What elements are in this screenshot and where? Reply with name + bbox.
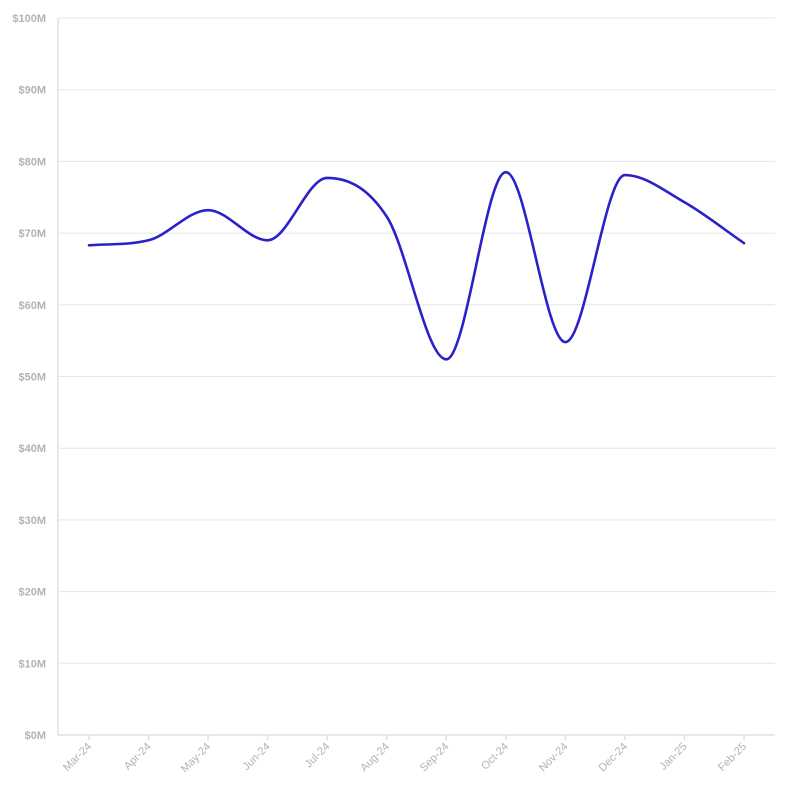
y-tick-label: $40M — [18, 443, 46, 455]
y-tick-label: $20M — [18, 587, 46, 599]
series-lines — [87, 170, 746, 361]
x-tick-label: Apr-24 — [122, 741, 154, 773]
x-tick-label: Jan-25 — [657, 741, 689, 773]
y-tick-label: $80M — [18, 156, 46, 168]
y-tick-label: $30M — [18, 515, 46, 527]
grid-lines — [58, 17, 775, 664]
y-tick-label: $10M — [18, 658, 46, 670]
y-tick-label: $50M — [18, 372, 46, 384]
x-tick-label: May-24 — [179, 741, 213, 775]
x-tick-label: Sep-24 — [418, 741, 452, 775]
x-tick-label: Jun-24 — [240, 741, 272, 773]
y-tick-label: $70M — [18, 228, 46, 240]
x-tick-label: Jul-24 — [303, 741, 333, 771]
y-tick-label: $0M — [25, 730, 46, 742]
x-tick-label: Dec-24 — [597, 741, 631, 775]
y-tick-label: $90M — [18, 85, 46, 97]
x-tick-label: Oct-24 — [479, 741, 511, 773]
axes — [57, 18, 775, 740]
y-axis-tick-labels: $0M $10M $20M $30M $40M $50M $60M $70M $80M $90M $… — [12, 13, 46, 742]
x-tick-label: Aug-24 — [358, 741, 392, 775]
x-tick-label: Feb-25 — [716, 741, 749, 774]
series-line-0 — [87, 170, 746, 361]
y-tick-label: $100M — [12, 13, 46, 25]
x-axis-tick-labels: Mar-24 Apr-24 May-24 Jun-24 Jul-24 Aug-24 Sep-… — [61, 741, 749, 775]
y-tick-label: $60M — [18, 300, 46, 312]
x-tick-label: Nov-24 — [537, 741, 571, 775]
x-tick-label: Mar-24 — [61, 741, 94, 774]
